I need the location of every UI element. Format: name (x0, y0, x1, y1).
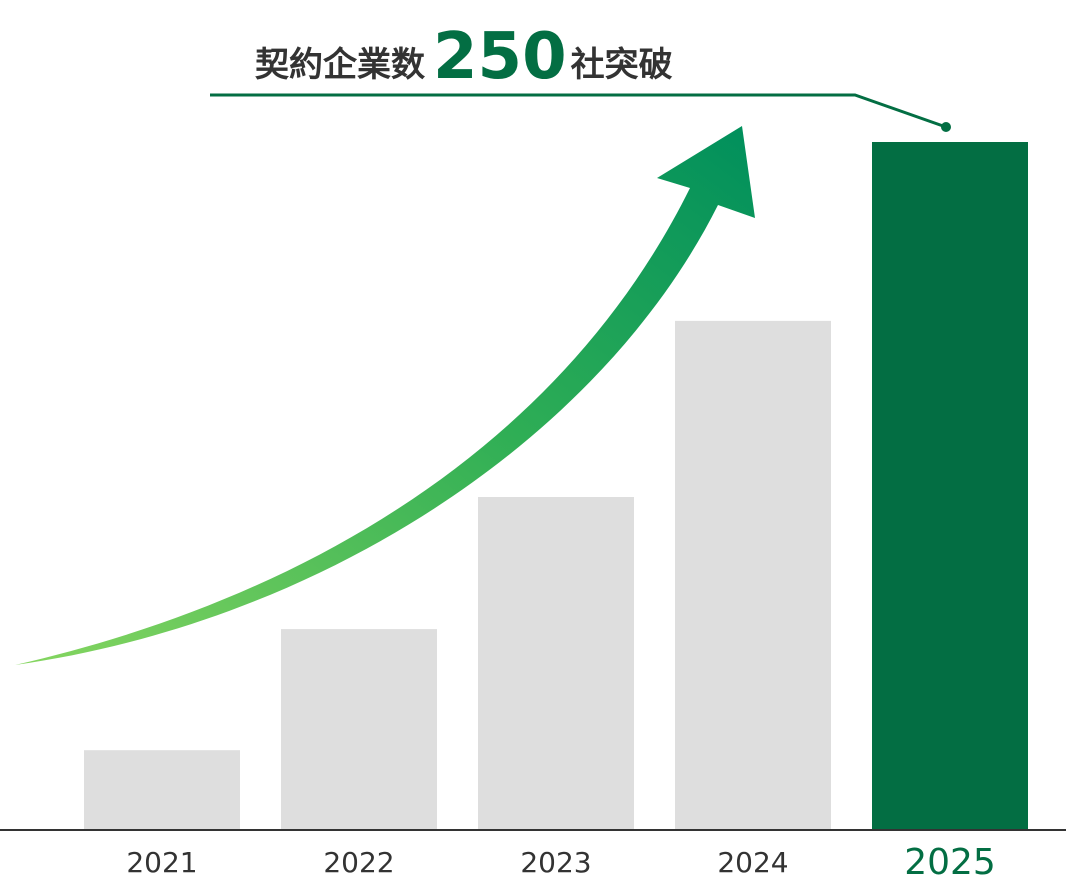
x-tick-label: 2024 (717, 846, 788, 879)
callout-line (210, 93, 947, 129)
callout-dot (941, 122, 951, 132)
bar (84, 750, 240, 830)
chart-title: 契約企業数 250 社突破 (255, 20, 673, 94)
x-tick-label: 2023 (520, 846, 591, 879)
title-number: 250 (433, 20, 567, 94)
x-tick-label: 2025 (904, 842, 996, 883)
bar (478, 497, 634, 830)
bar (281, 629, 437, 830)
bar (675, 320, 831, 830)
title-prefix: 契約企業数 (255, 45, 425, 85)
bar (872, 142, 1028, 830)
growth-arrow (15, 126, 755, 665)
title-suffix: 社突破 (571, 45, 673, 85)
x-tick-label: 2022 (323, 846, 394, 879)
x-tick-label: 2021 (126, 846, 197, 879)
